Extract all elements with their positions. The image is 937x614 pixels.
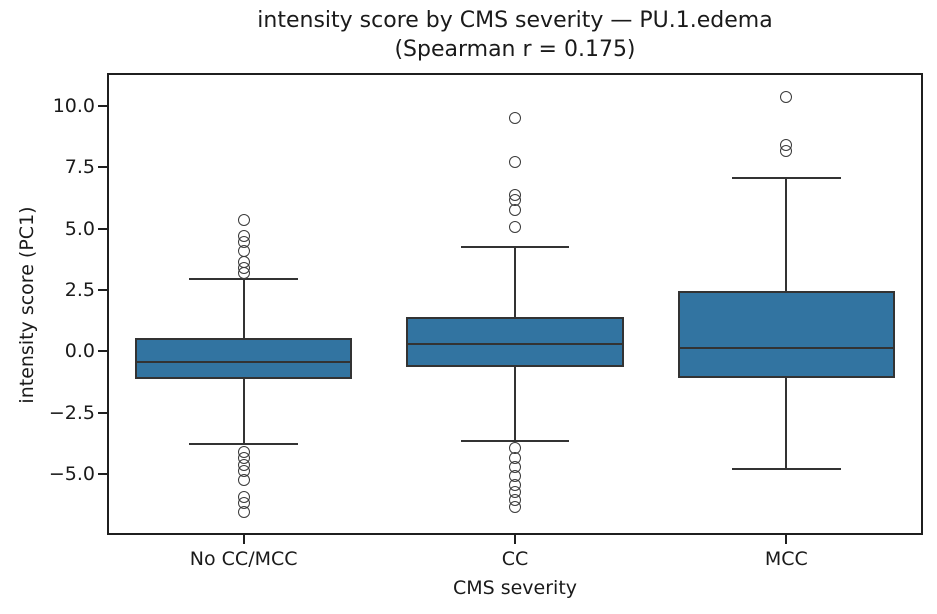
whisker-cap-lower	[732, 467, 841, 470]
y-tick-mark	[98, 411, 107, 414]
whisker-upper	[242, 278, 245, 338]
whisker-lower	[785, 378, 788, 469]
y-tick-mark	[98, 104, 107, 107]
y-tick-mark	[98, 350, 107, 353]
median-line	[406, 342, 624, 345]
iqr-box	[677, 291, 895, 379]
chart-title-line2: (Spearman r = 0.175)	[394, 37, 636, 62]
x-tick-mark	[785, 535, 788, 544]
whisker-cap-upper	[732, 177, 841, 180]
y-tick-label: 10.0	[52, 94, 95, 117]
median-line	[135, 361, 353, 364]
whisker-cap-lower	[460, 439, 570, 442]
x-tick-mark	[242, 535, 245, 544]
chart-title-line1: intensity score by CMS severity — PU.1.e…	[257, 8, 773, 33]
x-tick-label: MCC	[764, 548, 808, 570]
outlier-point	[237, 474, 250, 487]
whisker-cap-upper	[189, 277, 298, 280]
outlier-point	[509, 156, 521, 169]
y-tick-mark	[98, 288, 107, 291]
outlier-point	[509, 204, 521, 217]
y-tick-mark	[98, 472, 107, 475]
whisker-upper	[514, 246, 516, 317]
y-tick-label: 5.0	[64, 217, 95, 240]
outlier-point	[237, 213, 250, 226]
y-tick-label: 2.5	[64, 278, 95, 301]
y-tick-label: −5.0	[48, 462, 95, 485]
y-tick-mark	[98, 227, 107, 230]
y-tick-mark	[98, 166, 107, 169]
whisker-lower	[242, 379, 245, 445]
y-tick-label: 7.5	[64, 156, 95, 179]
x-tick-label: No CC/MCC	[189, 548, 298, 570]
outlier-point	[780, 91, 793, 104]
median-line	[677, 346, 895, 349]
x-axis-label: CMS severity	[452, 577, 578, 599]
outlier-point	[509, 221, 521, 234]
y-tick-label: 0.0	[64, 340, 95, 363]
y-tick-label: −2.5	[48, 401, 95, 424]
iqr-box	[135, 337, 353, 380]
iqr-box	[406, 316, 624, 368]
outlier-point	[237, 505, 250, 518]
chart-title: intensity score by CMS severity — PU.1.e…	[115, 6, 915, 64]
outlier-point	[237, 266, 250, 279]
x-tick-label: CC	[501, 548, 529, 570]
outlier-point	[780, 145, 793, 158]
x-tick-mark	[514, 535, 516, 544]
whisker-cap-lower	[189, 443, 298, 446]
outlier-point	[509, 501, 521, 513]
whisker-upper	[785, 178, 788, 292]
outlier-point	[237, 244, 250, 257]
outlier-point	[509, 112, 521, 125]
whisker-lower	[514, 367, 516, 441]
whisker-cap-upper	[460, 245, 570, 248]
